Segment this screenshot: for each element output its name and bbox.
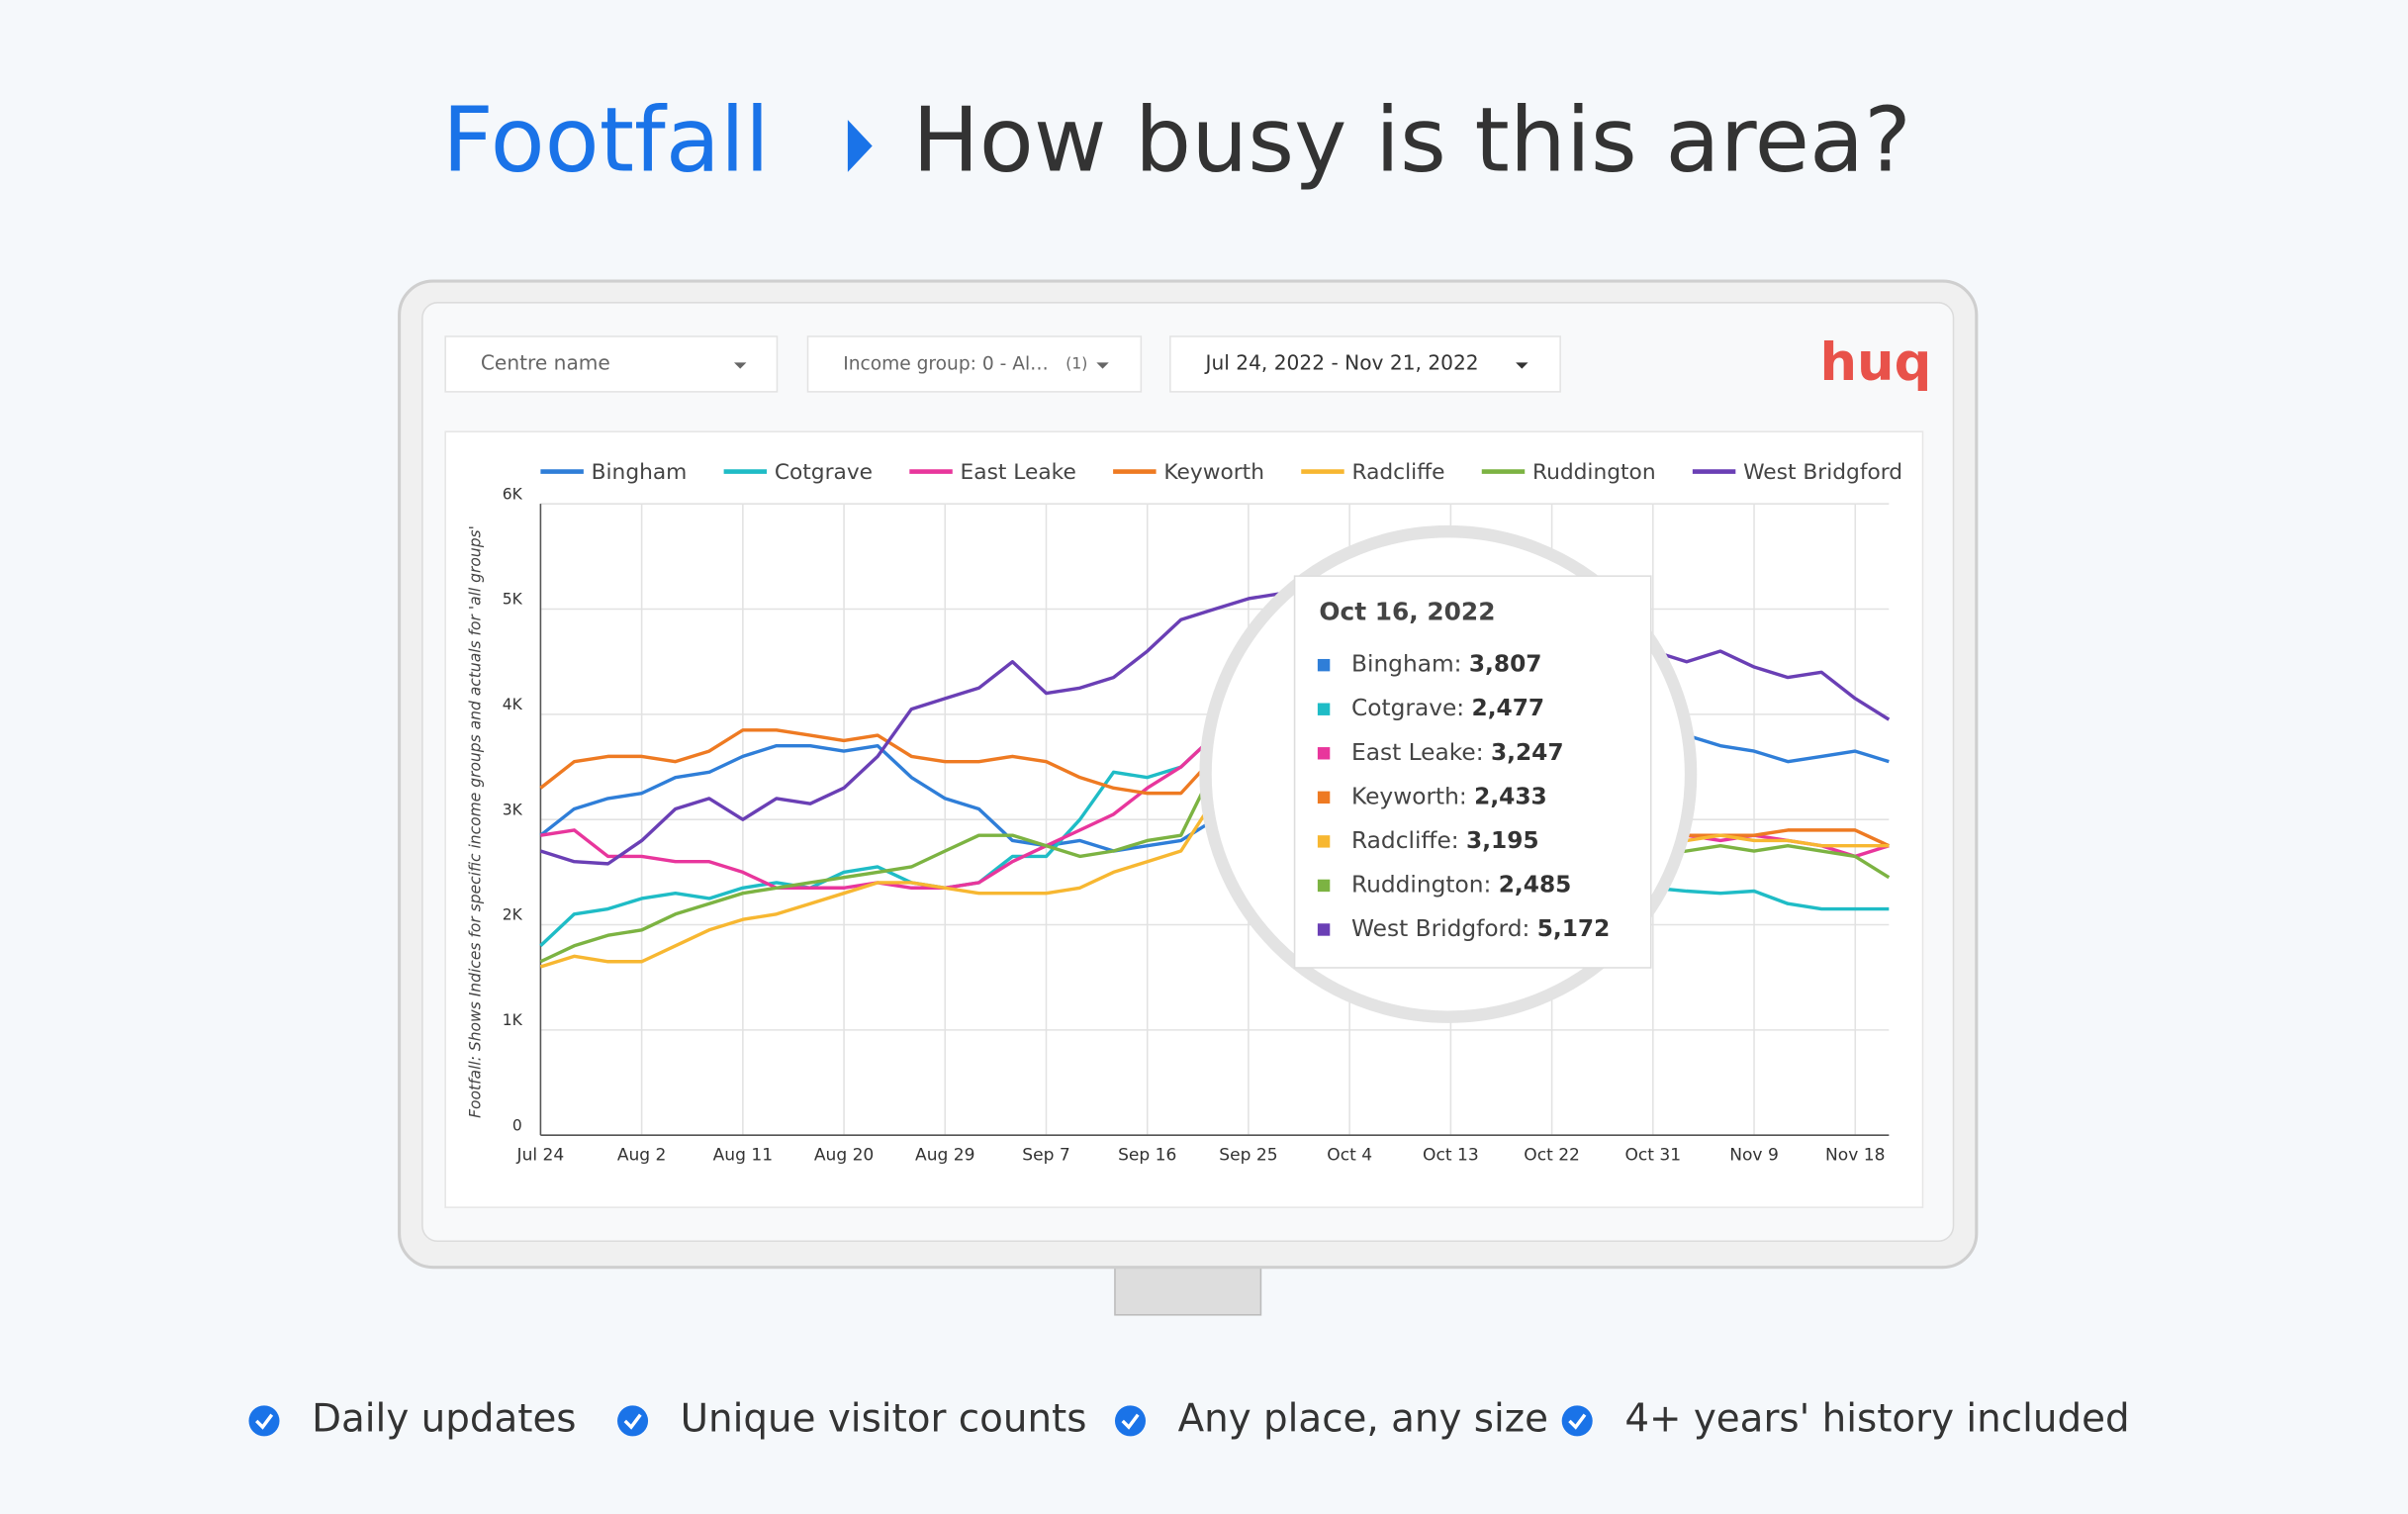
tooltip-swatch	[1317, 658, 1331, 672]
tooltip-swatch	[1317, 879, 1331, 893]
check-icon	[1561, 1405, 1593, 1437]
arrow-icon	[847, 120, 873, 172]
check-mark	[1121, 1413, 1140, 1430]
filter-date[interactable]	[1169, 335, 1561, 393]
tooltip-swatch	[1317, 703, 1331, 715]
dropdown-arrow	[733, 362, 747, 369]
tooltip-name: Bingham:	[1351, 651, 1469, 678]
feature-list: Daily updates Unique visitor counts Any pl…	[248, 1396, 2130, 1441]
feature-label: 4+ years' history included	[1624, 1396, 2129, 1441]
tooltip-name: Cotgrave:	[1351, 695, 1472, 721]
tooltip-swatch	[1317, 835, 1331, 848]
filter-count: (1)	[1065, 354, 1087, 372]
feature-label: Daily updates	[312, 1396, 576, 1441]
filter-label: Income group: 0 - Al…	[843, 353, 1049, 374]
feature-label: Unique visitor counts	[681, 1396, 1087, 1441]
x-tick-label: Sep 16	[1118, 1145, 1176, 1165]
tooltip-title: Oct 16, 2022	[1319, 597, 1495, 625]
check-mark	[623, 1413, 642, 1430]
check-mark	[1568, 1413, 1587, 1430]
tooltip-box	[1293, 575, 1652, 969]
x-tick-label: Jul 24	[516, 1145, 565, 1165]
tooltip-value: 2,433	[1474, 783, 1547, 809]
check-icon	[248, 1405, 280, 1437]
y-axis-label: Footfall: Shows Indices for specific inc…	[467, 525, 485, 1118]
magnifier: Oct 16, 2022 Bingham: 3,807 Cotgrave: 2,4…	[1199, 524, 1698, 1023]
x-tick-label: Sep 7	[1022, 1145, 1069, 1165]
tooltip-value: 2,477	[1472, 695, 1545, 721]
tooltip-name: East Leake:	[1351, 739, 1491, 766]
brand-title: Footfall	[442, 88, 770, 192]
tooltip-name: West Bridgford:	[1351, 915, 1537, 942]
check-icon	[1114, 1405, 1147, 1437]
tooltip-value: 3,807	[1469, 651, 1542, 678]
legend-label[interactable]: West Bridgford	[1743, 460, 1902, 485]
x-tick-label: Aug 20	[814, 1145, 874, 1165]
page-title: How busy is this area?	[912, 88, 1911, 192]
filter-label: Centre name	[481, 350, 610, 374]
legend-label[interactable]: Radcliffe	[1351, 460, 1444, 485]
filter-income[interactable]	[806, 335, 1143, 393]
y-tick-label: 0	[512, 1116, 522, 1134]
check-mark	[255, 1413, 274, 1430]
tooltip-value: 3,195	[1466, 827, 1539, 854]
x-tick-label: Aug 2	[617, 1145, 667, 1165]
legend-label[interactable]: Keyworth	[1163, 460, 1264, 485]
tooltip-name: Keyworth:	[1351, 783, 1474, 809]
x-tick-label: Aug 29	[915, 1145, 974, 1165]
x-tick-label: Oct 4	[1327, 1145, 1372, 1165]
legend-label[interactable]: Bingham	[592, 460, 688, 485]
filter-bar: Centre name Income group: 0 - Al… (1) Ju…	[444, 332, 1931, 393]
legend-label[interactable]: Ruddington	[1532, 460, 1656, 485]
tooltip-value: 3,247	[1491, 739, 1564, 766]
x-tick-label: Oct 22	[1524, 1145, 1580, 1165]
tooltip-swatch	[1317, 923, 1331, 936]
y-tick-label: 3K	[503, 801, 523, 818]
tooltip-value: 5,172	[1537, 915, 1611, 942]
y-tick-label: 6K	[503, 485, 523, 503]
y-tick-label: 4K	[503, 696, 523, 713]
x-tick-label: Oct 31	[1624, 1145, 1681, 1165]
tooltip-swatch	[1317, 791, 1331, 804]
dropdown-arrow	[1516, 362, 1528, 369]
filter-centre[interactable]	[444, 335, 779, 393]
check-icon	[617, 1405, 649, 1437]
x-tick-label: Nov 9	[1729, 1145, 1779, 1165]
x-tick-label: Sep 25	[1219, 1145, 1277, 1165]
x-tick-label: Oct 13	[1423, 1145, 1479, 1165]
legend-label[interactable]: Cotgrave	[775, 460, 873, 485]
filter-label: Jul 24, 2022 - Nov 21, 2022	[1204, 350, 1479, 374]
x-tick-label: Nov 18	[1825, 1145, 1885, 1165]
y-tick-label: 1K	[503, 1011, 523, 1029]
tooltip-name: Ruddington:	[1351, 871, 1499, 898]
logo: huq	[1819, 332, 1931, 393]
feature-label: Any place, any size	[1178, 1396, 1548, 1441]
tooltip-name: Radcliffe:	[1351, 827, 1466, 854]
legend-label[interactable]: East Leake	[961, 460, 1076, 485]
y-tick-label: 2K	[503, 906, 523, 924]
y-tick-label: 5K	[503, 591, 523, 609]
tooltip-swatch	[1317, 747, 1331, 760]
x-tick-label: Aug 11	[713, 1145, 773, 1165]
tooltip-value: 2,485	[1499, 871, 1572, 898]
dropdown-arrow	[1096, 362, 1109, 369]
